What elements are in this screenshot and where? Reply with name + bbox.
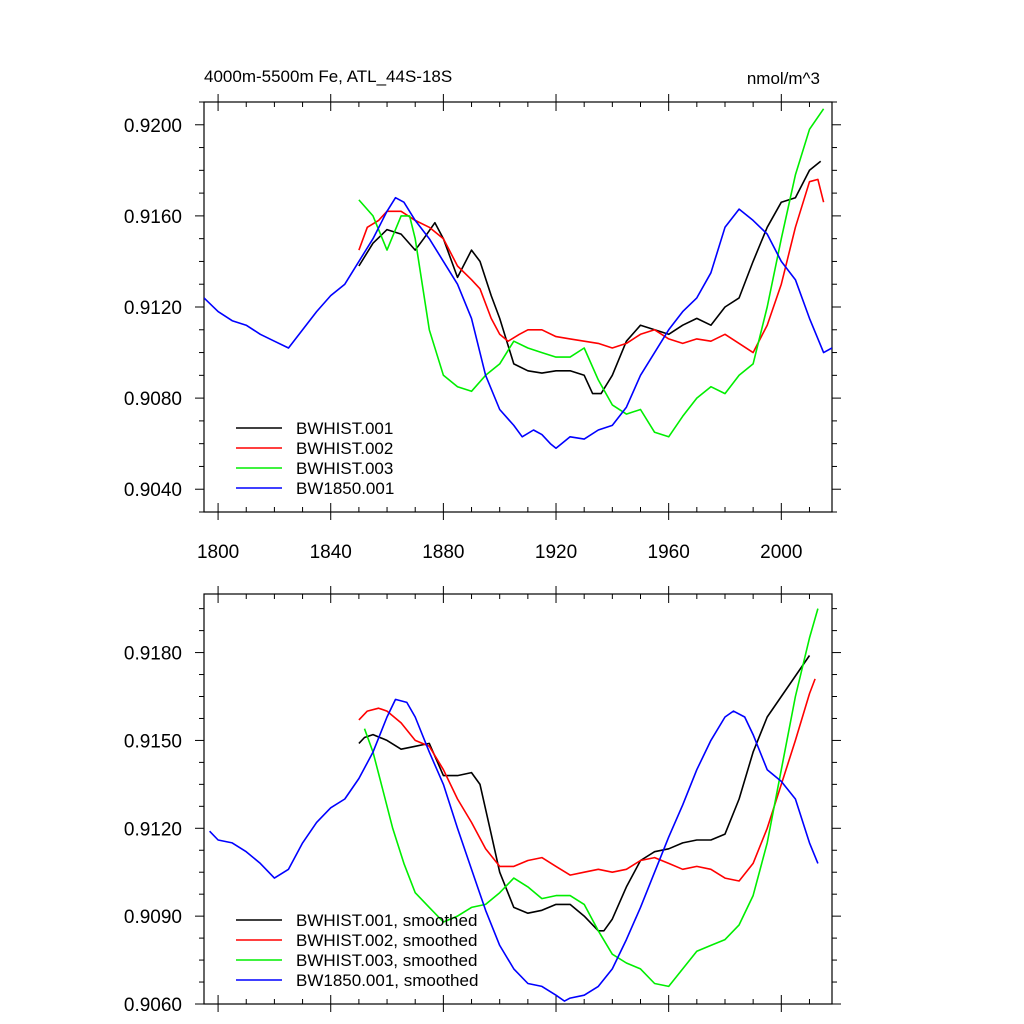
top-y-tick-label: 0.9120 [124, 298, 182, 319]
bottom-panel: 0.9060 0.9090 0.9120 0.9150 0.9180 BWHIST.001… [124, 586, 841, 1016]
bottom-y-tick-label: 0.9180 [124, 644, 182, 665]
top-legend-label: BWHIST.003 [296, 459, 393, 478]
chart-title: 4000m-5500m Fe, ATL_44S-18S [204, 67, 452, 86]
bottom-series-line-3 [363, 608, 819, 988]
top-series-line-3 [358, 108, 825, 438]
top-y-tick-label: 0.9080 [124, 389, 182, 410]
bottom-series-line-4 [209, 698, 819, 1002]
top-y-tick-label: 0.9040 [124, 480, 182, 501]
top-panel: 1800 1840 1880 1920 1960 2000 0.9040 0.9080 0.91… [124, 94, 841, 563]
bottom-y-tick-label: 0.9150 [124, 731, 182, 752]
bottom-series-line-1 [358, 655, 811, 932]
top-legend-label: BWHIST.002 [296, 439, 393, 458]
bottom-y-tick-label: 0.9060 [124, 995, 182, 1016]
bottom-y-tick-label: 0.9120 [124, 819, 182, 840]
top-y-tick-label: 0.9200 [124, 116, 182, 137]
top-x-tick-label: 1840 [310, 542, 352, 563]
top-legend-label: BWHIST.001 [296, 419, 393, 438]
top-x-tick-label: 1800 [197, 542, 239, 563]
top-series-group [204, 108, 832, 450]
bottom-legend-label: BW1850.001, smoothed [296, 971, 478, 990]
top-series-line-1 [358, 160, 822, 395]
top-x-tick-label: 1880 [422, 542, 464, 563]
top-x-tick-label: 1920 [535, 542, 577, 563]
top-x-tick-label: 2000 [760, 542, 802, 563]
bottom-series-group [209, 608, 819, 1002]
bottom-series-line-2 [358, 678, 816, 882]
top-series-line-2 [358, 178, 825, 354]
top-x-tick-label: 1960 [648, 542, 690, 563]
bottom-legend-label: BWHIST.001, smoothed [296, 911, 477, 930]
bottom-y-tick-label: 0.9090 [124, 907, 182, 928]
bottom-plot-frame [203, 593, 833, 1005]
top-legend-label: BW1850.001 [296, 479, 394, 498]
bottom-legend-label: BWHIST.003, smoothed [296, 951, 477, 970]
top-series-line-4 [204, 196, 832, 450]
top-y-tick-label: 0.9160 [124, 207, 182, 228]
bottom-legend-label: BWHIST.002, smoothed [296, 931, 477, 950]
units-label: nmol/m^3 [747, 69, 820, 88]
